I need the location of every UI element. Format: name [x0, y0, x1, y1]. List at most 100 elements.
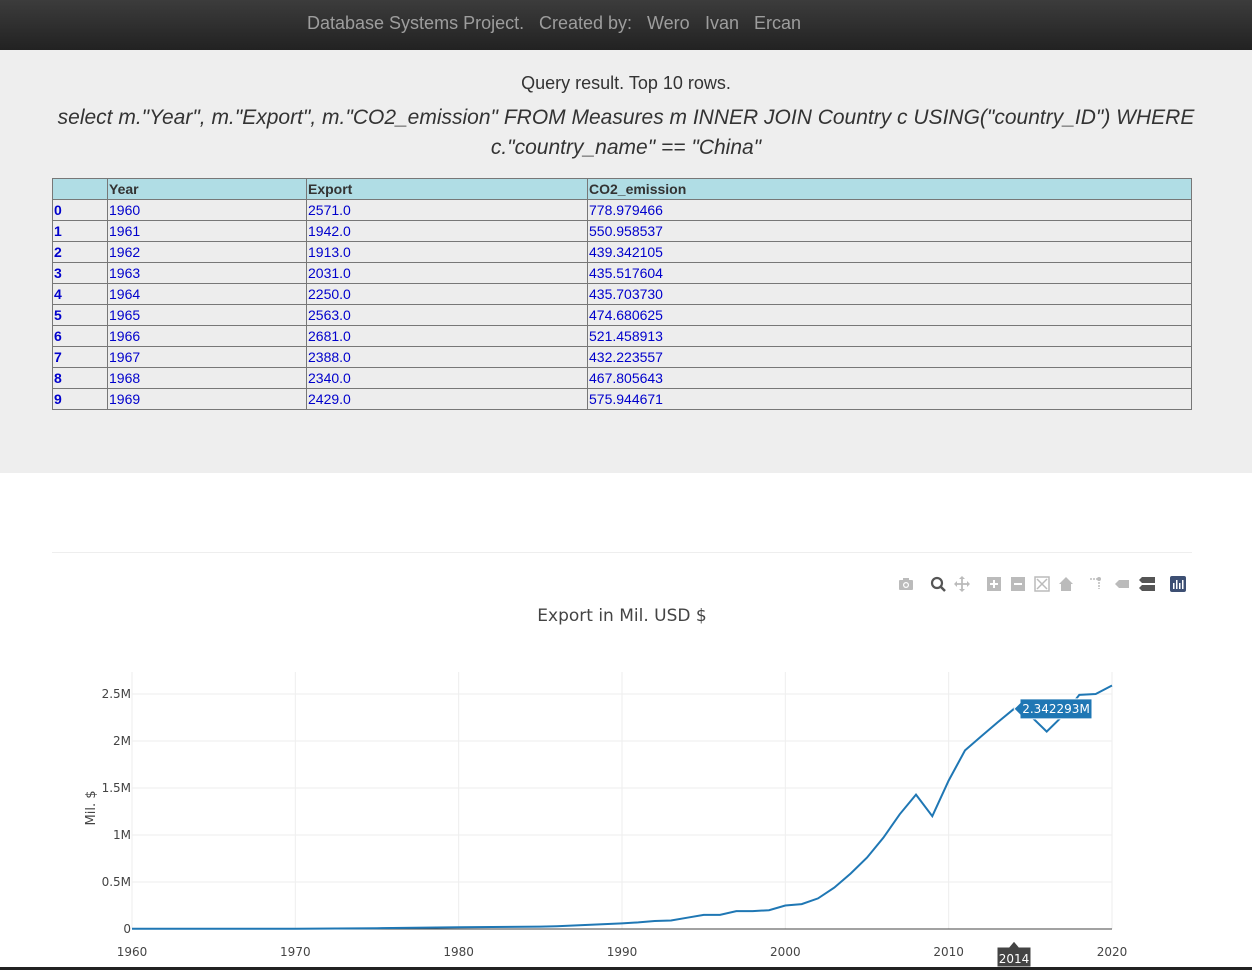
spike-lines-icon[interactable] [1088, 576, 1104, 592]
row-index-cell: 5 [52, 304, 108, 326]
export-cell: 1913.0 [306, 241, 588, 263]
row-index-cell: 1 [52, 220, 108, 242]
sql-query-line-2: c."country_name" == "China" [490, 136, 762, 159]
row-index-cell: 8 [52, 367, 108, 389]
hover-tooltip: 2.342293M [1013, 698, 1093, 720]
column-header-co2: CO2_emission [587, 178, 1192, 200]
camera-icon[interactable] [898, 576, 914, 592]
x-tick-label: 2000 [770, 945, 801, 959]
co2-emission-cell: 435.517604 [587, 262, 1192, 284]
author-link-wero[interactable]: Wero [647, 13, 690, 33]
sql-query-text: select m."Year", m."Export", m."CO2_emis… [40, 103, 1212, 163]
y-tick-label: 1.5M [102, 781, 131, 795]
co2-emission-cell: 439.342105 [587, 241, 1192, 263]
top-navbar: Database Systems Project. Created by: We… [0, 0, 1252, 51]
year-cell: 1961 [107, 220, 307, 242]
table-row: 5 1965 2563.0 474.680625 [52, 304, 1192, 326]
year-cell: 1967 [107, 346, 307, 368]
autoscale-icon[interactable] [1034, 576, 1050, 592]
co2-emission-cell: 435.703730 [587, 283, 1192, 305]
x-tick-label: 1960 [117, 945, 148, 959]
row-index-cell: 2 [52, 241, 108, 263]
y-tick-label: 0.5M [102, 875, 131, 889]
co2-emission-cell: 778.979466 [587, 199, 1192, 221]
year-cell: 1969 [107, 388, 307, 410]
y-tick-label: 2.5M [102, 687, 131, 701]
co2-emission-cell: 474.680625 [587, 304, 1192, 326]
zoom-in-icon[interactable] [986, 576, 1002, 592]
export-cell: 2429.0 [306, 388, 588, 410]
author-link-ercan[interactable]: Ercan [754, 13, 802, 33]
co2-emission-cell: 432.223557 [587, 346, 1192, 368]
zoom-out-icon[interactable] [1010, 576, 1026, 592]
year-cell: 1968 [107, 367, 307, 389]
co2-emission-cell: 521.458913 [587, 325, 1192, 347]
year-cell: 1965 [107, 304, 307, 326]
table-header-row: Year Export CO2_emission [52, 178, 1192, 200]
table-row: 1 1961 1942.0 550.958537 [52, 220, 1192, 242]
column-header-export: Export [306, 178, 588, 200]
column-header-index [52, 178, 108, 200]
year-cell: 1960 [107, 199, 307, 221]
chart-title: Export in Mil. USD $ [537, 606, 707, 626]
year-cell: 1964 [107, 283, 307, 305]
hover-closest-icon[interactable] [1114, 576, 1130, 592]
y-tick-label: 0 [123, 922, 131, 936]
x-tick-label: 2020 [1097, 945, 1128, 959]
y-tick-label: 1M [113, 828, 131, 842]
table-row: 9 1969 2429.0 575.944671 [52, 388, 1192, 410]
table-row: 7 1967 2388.0 432.223557 [52, 346, 1192, 368]
row-index-cell: 7 [52, 346, 108, 368]
export-line-chart[interactable]: 1960 1970 1980 1990 2000 2010 2020 0 0.5M 1M 1.5M… [0, 660, 1252, 967]
zoom-icon[interactable] [930, 576, 946, 592]
row-index-cell: 0 [52, 199, 108, 221]
row-index-cell: 9 [52, 388, 108, 410]
author-link-ivan[interactable]: Ivan [705, 13, 740, 33]
section-divider [52, 552, 1192, 553]
co2-emission-cell: 467.805643 [587, 367, 1192, 389]
created-by-label: Created by: [539, 13, 633, 33]
hover-x-value: 2014 [999, 952, 1030, 966]
export-cell: 2340.0 [306, 367, 588, 389]
table-row: 3 1963 2031.0 435.517604 [52, 262, 1192, 284]
hover-compare-icon[interactable] [1138, 576, 1155, 592]
export-cell: 2563.0 [306, 304, 588, 326]
export-cell: 2571.0 [306, 199, 588, 221]
x-tick-label: 1990 [607, 945, 638, 959]
export-series-line [132, 684, 1113, 930]
reset-axes-icon[interactable] [1058, 576, 1074, 592]
table-row: 4 1964 2250.0 435.703730 [52, 283, 1192, 305]
co2-emission-cell: 575.944671 [587, 388, 1192, 410]
bottom-border [0, 967, 1252, 970]
x-tick-label: 2010 [933, 945, 964, 959]
project-title: Database Systems Project. [307, 13, 525, 33]
export-cell: 2250.0 [306, 283, 588, 305]
export-cell: 2681.0 [306, 325, 588, 347]
co2-emission-cell: 550.958537 [587, 220, 1192, 242]
hover-x-label: 2014 [996, 940, 1032, 967]
export-cell: 2388.0 [306, 346, 588, 368]
pan-icon[interactable] [954, 576, 970, 592]
x-tick-label: 1970 [280, 945, 311, 959]
query-result-title: Query result. Top 10 rows. [521, 73, 731, 93]
x-tick-label: 1980 [443, 945, 474, 959]
result-table: Year Export CO2_emission 0 1960 2571.0 778.… [52, 178, 1192, 410]
y-axis-label: Mil. $ [84, 791, 99, 826]
year-cell: 1962 [107, 241, 307, 263]
y-tick-label: 2M [113, 734, 131, 748]
year-cell: 1963 [107, 262, 307, 284]
sql-query-line-1: select m."Year", m."Export", m."CO2_emis… [57, 106, 1195, 129]
year-cell: 1966 [107, 325, 307, 347]
row-index-cell: 6 [52, 325, 108, 347]
row-index-cell: 4 [52, 283, 108, 305]
export-cell: 2031.0 [306, 262, 588, 284]
table-row: 2 1962 1913.0 439.342105 [52, 241, 1192, 263]
plotly-logo-icon[interactable] [1170, 576, 1186, 592]
table-row: 0 1960 2571.0 778.979466 [52, 199, 1192, 221]
table-row: 6 1966 2681.0 521.458913 [52, 325, 1192, 347]
table-row: 8 1968 2340.0 467.805643 [52, 367, 1192, 389]
row-index-cell: 3 [52, 262, 108, 284]
column-header-year: Year [107, 178, 307, 200]
hover-tooltip-value: 2.342293M [1022, 702, 1090, 716]
export-cell: 1942.0 [306, 220, 588, 242]
